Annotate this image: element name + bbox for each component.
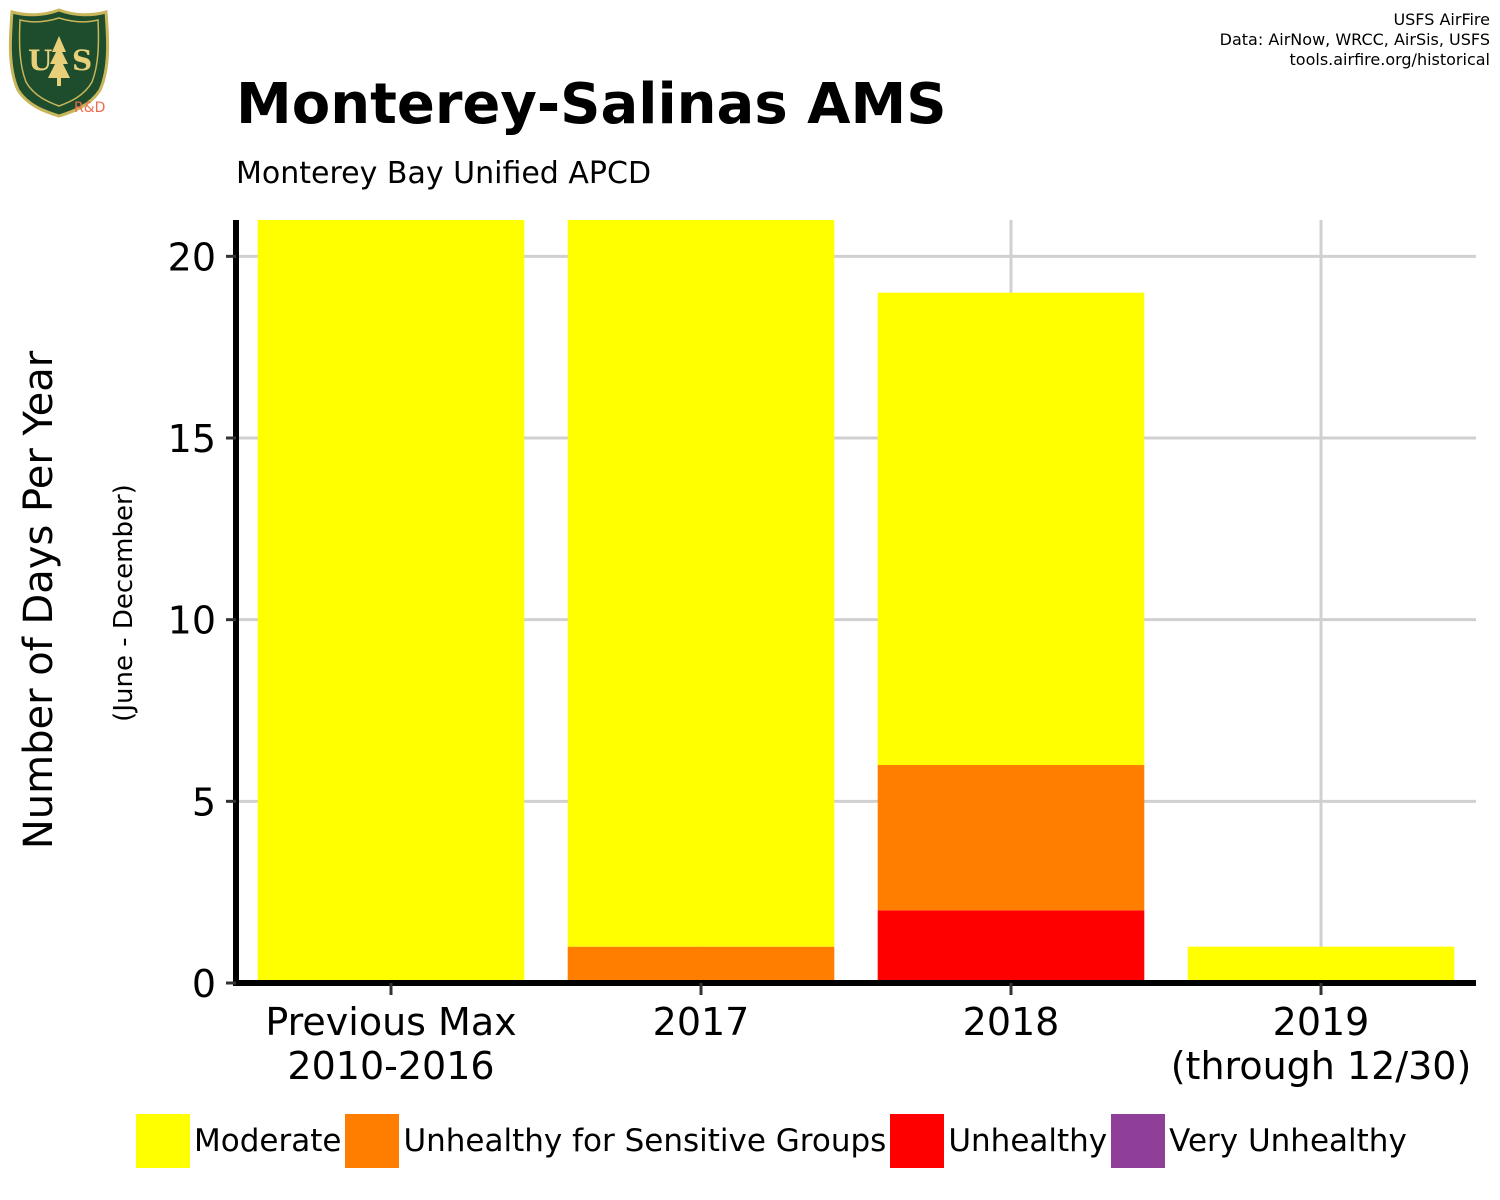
credits-line-2: Data: AirNow, WRCC, AirSis, USFS — [1219, 30, 1490, 49]
legend-item: Moderate — [136, 1114, 345, 1168]
legend-label-moderate: Moderate — [194, 1123, 342, 1159]
bar-segment — [567, 220, 835, 947]
credits: USFS AirFire Data: AirNow, WRCC, AirSis,… — [1220, 10, 1490, 70]
x-tick-label: 2019 — [1273, 1000, 1370, 1044]
legend-label-usg: Unhealthy for Sensitive Groups — [403, 1123, 887, 1159]
bar-segment — [257, 220, 525, 983]
legend-item: Unhealthy — [890, 1114, 1111, 1168]
legend-label-very-unhealthy: Very Unhealthy — [1169, 1123, 1407, 1159]
svg-text:U: U — [28, 44, 52, 77]
svg-text:S: S — [72, 44, 92, 77]
x-tick-label: 2018 — [963, 1000, 1060, 1044]
bars — [257, 220, 1455, 983]
legend-swatch-usg — [345, 1114, 400, 1168]
y-tick-label: 0 — [192, 962, 216, 1006]
y-tick-label: 5 — [192, 780, 216, 824]
x-tick-label: 2010-2016 — [287, 1044, 494, 1088]
x-tick-label: (through 12/30) — [1171, 1044, 1472, 1088]
bar-segment — [877, 765, 1145, 911]
y-tick-label: 10 — [168, 599, 216, 643]
chart-title: Monterey-Salinas AMS — [236, 72, 947, 137]
x-tick-label: Previous Max — [265, 1000, 516, 1044]
bar-segment — [567, 946, 835, 983]
y-tick-label: 15 — [168, 417, 216, 461]
legend-swatch-unhealthy — [890, 1114, 945, 1168]
forest-service-logo: U S R&D — [8, 8, 110, 120]
y-tick-label: 20 — [168, 235, 216, 279]
y-tick-labels: 0 5 10 15 20 — [168, 235, 216, 1006]
bar-segment — [877, 910, 1145, 983]
logo-badge: R&D — [74, 100, 106, 116]
legend-item: Unhealthy for Sensitive Groups — [345, 1114, 890, 1168]
legend-item: Very Unhealthy — [1111, 1114, 1411, 1168]
axes — [226, 220, 1476, 995]
legend: Moderate Unhealthy for Sensitive Groups … — [136, 1114, 1411, 1168]
x-tick-label: 2017 — [653, 1000, 750, 1044]
bar-segment — [877, 292, 1145, 765]
chart-subtitle: Monterey Bay Unified APCD — [236, 156, 652, 191]
legend-label-unhealthy: Unhealthy — [948, 1123, 1108, 1159]
legend-swatch-very-unhealthy — [1111, 1114, 1166, 1168]
legend-swatch-moderate — [136, 1114, 190, 1168]
credits-line-3: tools.airfire.org/historical — [1289, 50, 1490, 69]
y-axis-label: Number of Days Per Year — [16, 350, 62, 849]
credits-line-1: USFS AirFire — [1393, 10, 1490, 29]
bar-segment — [1187, 946, 1455, 983]
y-axis-sublabel: (June - December) — [109, 484, 139, 722]
